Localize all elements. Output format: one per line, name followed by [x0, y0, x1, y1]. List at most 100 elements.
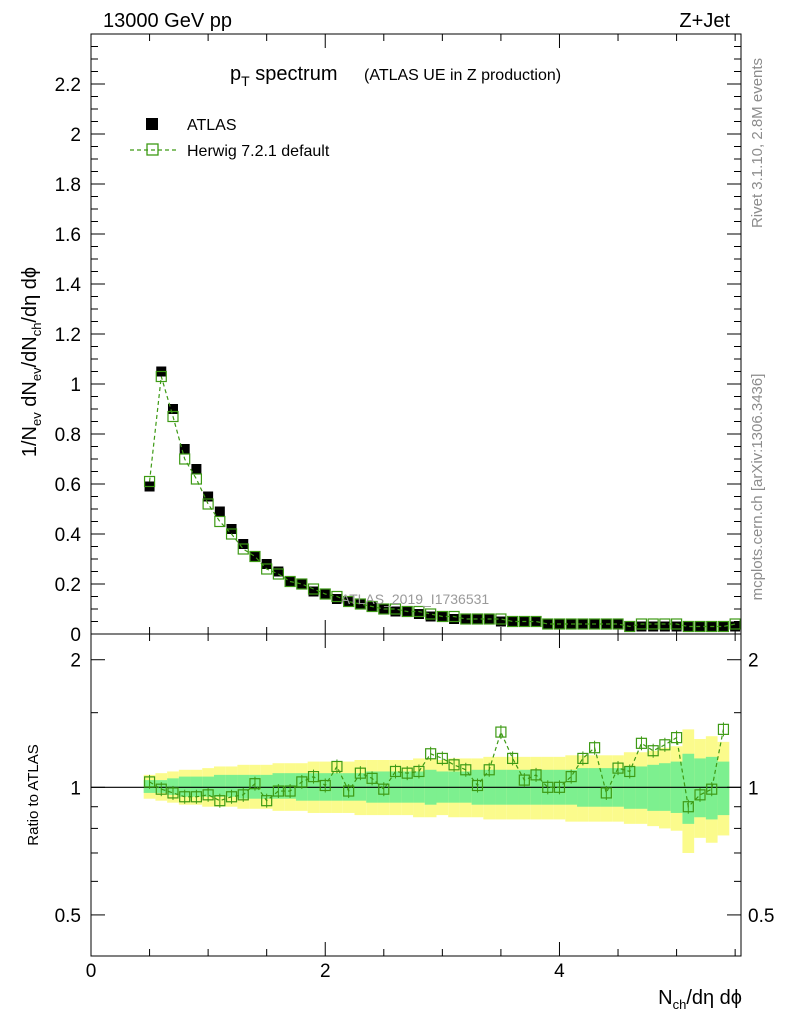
herwig-point — [190, 473, 203, 485]
herwig-point — [471, 613, 484, 625]
ratio-herwig-point — [155, 783, 167, 795]
ratio-herwig-point — [214, 795, 226, 807]
mcplots-label: mcplots.cern.ch [arXiv:1306.3436] — [749, 374, 766, 601]
herwig-point — [366, 600, 378, 613]
herwig-point — [659, 618, 671, 630]
main-ytick-label: 2.2 — [55, 75, 81, 96]
atlas-point — [390, 606, 401, 617]
main-ytick-label: 1.8 — [55, 175, 81, 196]
ratio-ytick-label-right: 0.5 — [748, 906, 774, 927]
herwig-point — [518, 615, 530, 628]
main-ytick-label: 0.6 — [55, 475, 81, 496]
ratio-herwig-point — [366, 772, 378, 784]
main-ytick-label: 1.6 — [55, 225, 81, 246]
herwig-point — [425, 608, 437, 620]
ylabel-part-2: dN — [19, 381, 41, 412]
ratio-herwig-point — [612, 762, 624, 774]
herwig-point — [284, 575, 296, 588]
atlas-point — [296, 579, 307, 589]
herwig-point — [706, 620, 718, 633]
atlas-point — [273, 566, 284, 577]
atlas-point — [191, 464, 202, 474]
atlas-point — [179, 444, 190, 454]
atlas-point — [648, 621, 659, 632]
atlas-point — [495, 616, 506, 627]
ratio-herwig-point — [518, 774, 530, 786]
ratio-herwig-point — [401, 767, 413, 779]
herwig-line — [148, 376, 736, 628]
ratio-herwig-point — [553, 781, 566, 793]
ratio-herwig-point — [647, 745, 659, 757]
herwig-point — [507, 615, 519, 628]
main-ytick-label: 0.8 — [55, 425, 81, 446]
main-ytick-label: 2 — [70, 125, 81, 146]
ratio-herwig-point — [190, 791, 203, 803]
herwig-point — [378, 603, 390, 615]
herwig-point — [694, 620, 706, 633]
ratio-axis-ticks: 0.5 0.5 1 1 2 2 0 2 4 — [55, 634, 774, 982]
legend-label-herwig: Herwig 7.2.1 default — [187, 143, 330, 160]
herwig-point — [483, 613, 495, 625]
herwig-point — [448, 610, 460, 623]
herwig-point — [225, 528, 238, 540]
ratio-herwig-point — [307, 770, 320, 783]
atlas-point — [449, 614, 460, 624]
plot-title-main: p — [230, 63, 241, 85]
ylabel-sub-2: ev — [29, 367, 44, 381]
ratio-herwig-point — [577, 752, 589, 765]
main-ytick-label: 0.4 — [55, 525, 82, 546]
main-y-axis-label: 1/Nev dNev/dNch/dη dϕ — [19, 267, 44, 457]
ratio-herwig-point — [331, 760, 343, 773]
analysis-watermark: ATLAS_2019_I1736531 — [341, 591, 490, 607]
ratio-herwig-point — [179, 791, 191, 803]
herwig-point — [635, 618, 648, 630]
ratio-herwig-point — [530, 769, 542, 781]
ratio-herwig-point — [343, 785, 355, 797]
ratio-herwig-point — [272, 785, 284, 797]
herwig-point — [577, 618, 589, 630]
herwig-point — [249, 550, 261, 563]
ratio-herwig-point — [389, 765, 402, 778]
herwig-point — [717, 620, 730, 633]
herwig-point — [612, 618, 624, 630]
herwig-point — [202, 498, 214, 510]
rivet-version-label: Rivet 3.1.10, 2.8M events — [749, 58, 766, 228]
x-tick-label: 2 — [320, 961, 331, 982]
herwig-point — [343, 595, 355, 608]
atlas-point — [413, 609, 424, 619]
main-ytick-label: 1.4 — [55, 275, 82, 296]
ratio-ytick-label: 1 — [70, 778, 81, 799]
legend-marker-atlas — [146, 118, 158, 130]
ratio-herwig-point — [436, 752, 448, 765]
ratio-band-green — [717, 761, 730, 816]
herwig-point — [155, 370, 167, 383]
ratio-herwig-point — [670, 732, 683, 744]
herwig-point — [389, 603, 402, 615]
atlas-point — [659, 621, 670, 632]
ylabel-sub-3: ch — [29, 323, 44, 337]
ratio-herwig-point — [413, 765, 425, 778]
atlas-point — [167, 404, 178, 414]
atlas-point — [214, 506, 225, 517]
ratio-ytick-label-right: 1 — [748, 778, 759, 799]
main-axis-ticks: 0 0.2 0.4 0.6 0.8 1 1.2 1.4 1.6 1.8 2 2.2 — [55, 34, 741, 646]
ratio-herwig-point — [225, 791, 238, 803]
herwig-point — [565, 618, 577, 630]
atlas-point — [355, 599, 366, 609]
ylabel-part-1: 1/N — [19, 426, 41, 457]
xlabel-sub: ch — [673, 997, 687, 1012]
herwig-point — [307, 583, 320, 595]
atlas-point — [718, 621, 729, 632]
herwig-point — [237, 543, 249, 555]
atlas-point — [577, 619, 588, 629]
ratio-herwig-point — [682, 801, 694, 813]
atlas-point — [203, 491, 214, 502]
x-tick-label: 4 — [554, 961, 565, 982]
ratio-herwig-point — [460, 764, 472, 776]
ratio-band-green — [225, 774, 238, 797]
ratio-band-green — [190, 776, 203, 797]
herwig-point — [600, 618, 612, 630]
herwig-point — [495, 613, 507, 625]
main-ytick-label: 0 — [70, 625, 81, 646]
ylabel-sub-1: ev — [29, 412, 44, 426]
